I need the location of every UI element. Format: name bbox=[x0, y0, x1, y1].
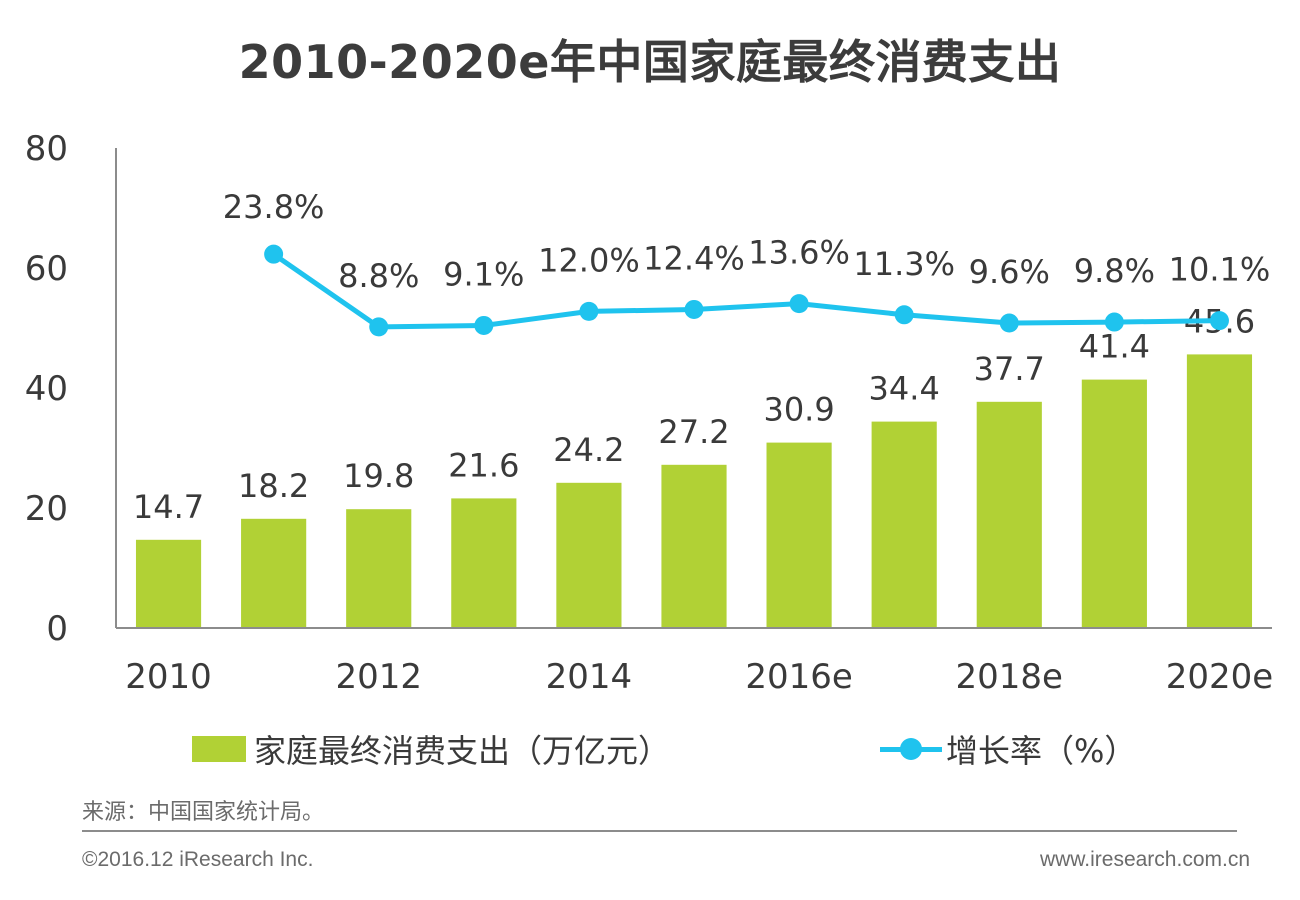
x-tick-label-2018e: 2018e bbox=[956, 657, 1063, 697]
growth-label-2018e: 9.6% bbox=[969, 253, 1050, 291]
growth-label-2020e: 10.1% bbox=[1169, 251, 1271, 289]
growth-point-2018e bbox=[999, 313, 1019, 333]
bar-label-2017e: 34.4 bbox=[869, 370, 940, 408]
legend-line-label: 增长率（%） bbox=[946, 732, 1137, 770]
x-axis-ticks: 2010 2012 2014 2016e 2018e 2020e bbox=[125, 657, 1273, 697]
bar-2018e bbox=[976, 401, 1042, 628]
bar-2010 bbox=[135, 539, 202, 628]
legend-item-line: 增长率（%） bbox=[880, 726, 1136, 772]
bar-2015 bbox=[661, 464, 727, 628]
website-link[interactable]: www.iresearch.com.cn bbox=[1039, 848, 1250, 871]
bar-series bbox=[135, 354, 1253, 628]
growth-point-2020e bbox=[1209, 311, 1229, 331]
bar-2017e bbox=[871, 421, 937, 628]
growth-label-2017e: 11.3% bbox=[853, 245, 955, 283]
growth-point-2017e bbox=[894, 305, 914, 325]
bar-2016e bbox=[766, 442, 832, 628]
y-tick-label-3: 60 bbox=[25, 249, 68, 289]
bar-2020e bbox=[1186, 354, 1253, 628]
chart-title: 2010-2020e年中国家庭最终消费支出 bbox=[238, 35, 1062, 89]
axes bbox=[115, 148, 1272, 629]
x-tick-label-2014: 2014 bbox=[546, 657, 633, 697]
x-tick-label-2012: 2012 bbox=[335, 657, 422, 697]
growth-label-2016e: 13.6% bbox=[748, 234, 850, 272]
growth-point-2012 bbox=[369, 317, 389, 337]
bar-label-2013: 21.6 bbox=[448, 446, 519, 484]
growth-data-labels: 23.8% 8.8% 9.1% 12.0% 12.4% 13.6% 11.3% 9.6% 9.8… bbox=[223, 188, 1270, 295]
growth-label-2014: 12.0% bbox=[538, 241, 640, 279]
growth-point-2011 bbox=[264, 244, 284, 264]
bar-label-2010: 14.7 bbox=[133, 488, 204, 526]
bar-2013 bbox=[451, 498, 517, 628]
bar-2014 bbox=[556, 482, 622, 628]
growth-label-2013: 9.1% bbox=[443, 255, 524, 293]
footer-divider bbox=[82, 830, 1237, 832]
bar-2011 bbox=[241, 518, 307, 628]
growth-line-series bbox=[264, 244, 1229, 337]
legend-bar-label: 家庭最终消费支出（万亿元） bbox=[254, 732, 671, 770]
growth-label-2012: 8.8% bbox=[338, 257, 419, 295]
growth-point-2013 bbox=[474, 315, 494, 335]
source-note: 来源：中国国家统计局。 bbox=[82, 800, 325, 825]
y-axis-ticks: 0 20 40 60 80 bbox=[25, 129, 68, 649]
bar-label-2012: 19.8 bbox=[343, 457, 414, 495]
growth-label-2011: 23.8% bbox=[223, 188, 325, 226]
y-tick-label-0: 0 bbox=[46, 609, 68, 649]
bar-2012 bbox=[346, 509, 412, 628]
y-tick-label-1: 20 bbox=[25, 489, 68, 529]
growth-point-2016e bbox=[789, 294, 809, 314]
x-tick-label-2016e: 2016e bbox=[745, 657, 852, 697]
bar-data-labels: 14.7 18.2 19.8 21.6 24.2 27.2 30.9 34.4 37.7 41.4… bbox=[133, 302, 1255, 525]
growth-label-2019e: 9.8% bbox=[1074, 252, 1155, 290]
x-tick-label-2020e: 2020e bbox=[1166, 657, 1273, 697]
legend-item-bar: 家庭最终消费支出（万亿元） bbox=[192, 726, 670, 772]
growth-line bbox=[272, 252, 1220, 330]
y-tick-label-2: 40 bbox=[25, 369, 68, 409]
bar-label-2015: 27.2 bbox=[658, 413, 729, 451]
bar-label-2011: 18.2 bbox=[238, 467, 309, 505]
copyright-text: ©2016.12 iResearch Inc. bbox=[82, 848, 314, 871]
y-tick-label-4: 80 bbox=[25, 129, 68, 169]
bar-label-2016e: 30.9 bbox=[763, 391, 834, 429]
growth-point-2019e bbox=[1104, 312, 1124, 332]
legend-bar-swatch bbox=[192, 736, 246, 762]
growth-point-2015 bbox=[684, 299, 704, 319]
x-tick-label-2010: 2010 bbox=[125, 657, 212, 697]
bar-label-2019e: 41.4 bbox=[1079, 328, 1150, 366]
bar-2019e bbox=[1081, 379, 1147, 628]
growth-label-2015: 12.4% bbox=[643, 239, 745, 277]
growth-point-2014 bbox=[579, 301, 599, 321]
bar-label-2018e: 37.7 bbox=[974, 350, 1045, 388]
bar-label-2014: 24.2 bbox=[553, 431, 624, 469]
legend-line-swatch bbox=[880, 736, 942, 762]
